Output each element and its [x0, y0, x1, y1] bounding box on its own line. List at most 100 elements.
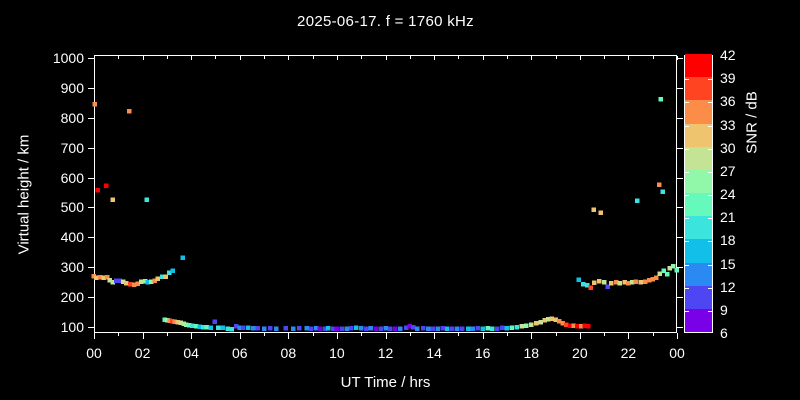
data-point	[445, 326, 450, 332]
y-tick-label: 1000	[52, 49, 84, 66]
colorbar-tick-label: 33	[720, 116, 736, 133]
data-point	[411, 325, 416, 330]
x-tick-top	[288, 56, 290, 60]
y-tick-label: 300	[60, 259, 84, 276]
x-tick	[555, 333, 557, 336]
data-point	[450, 326, 455, 331]
data-point	[407, 323, 412, 329]
y-tick	[88, 267, 94, 269]
x-tick-top	[506, 56, 508, 59]
colorbar-tick-label: 21	[720, 209, 736, 226]
colorbar-tick-label: 24	[720, 186, 736, 202]
data-point	[201, 324, 206, 330]
data-point	[197, 324, 202, 329]
data-point	[622, 279, 627, 285]
data-point	[165, 318, 170, 323]
x-tick-label: 22	[620, 345, 637, 361]
x-tick	[312, 333, 314, 336]
data-point	[393, 326, 398, 331]
data-point	[155, 276, 160, 282]
data-point	[430, 326, 436, 332]
data-point	[220, 325, 225, 331]
y-tick	[88, 177, 94, 179]
data-point	[331, 326, 336, 332]
data-point	[601, 279, 607, 285]
data-point	[504, 326, 510, 331]
x-tick-top	[531, 56, 533, 60]
data-point	[170, 319, 175, 324]
y-tick-right	[677, 87, 683, 89]
data-point	[614, 279, 619, 285]
data-point	[233, 323, 239, 329]
data-point	[586, 324, 591, 329]
data-point	[388, 326, 393, 332]
colorbar-tick-label: 36	[720, 93, 736, 110]
colorbar-tick	[685, 171, 689, 173]
data-point	[204, 325, 210, 330]
x-tick-top	[579, 56, 581, 60]
x-tick	[506, 333, 508, 336]
y-axis-label: Virtual height / km	[15, 134, 33, 255]
data-point	[105, 274, 110, 280]
data-point	[326, 326, 331, 331]
data-point	[576, 277, 581, 282]
scatter-layer	[91, 97, 679, 332]
x-tick	[264, 333, 266, 336]
colorbar-band	[685, 100, 712, 124]
x-tick-top	[94, 56, 95, 60]
x-tick	[166, 333, 168, 336]
colorbar-tick	[685, 79, 689, 81]
data-point	[549, 316, 555, 321]
data-point	[91, 274, 97, 279]
y-tick-label: 800	[60, 109, 84, 126]
data-point	[190, 323, 195, 329]
data-point	[582, 323, 587, 329]
data-point	[571, 323, 576, 328]
y-tick	[88, 147, 94, 149]
colorbar-band	[685, 193, 712, 217]
x-tick-label: 02	[134, 345, 151, 361]
x-tick-label: 14	[426, 345, 442, 361]
x-tick-top	[215, 56, 217, 59]
data-point	[103, 183, 109, 189]
colorbar-tick-label: 18	[720, 232, 736, 249]
y-tick-label: 700	[60, 139, 84, 156]
y-tick-right	[677, 207, 683, 209]
data-point	[237, 325, 242, 330]
data-point	[304, 326, 309, 331]
data-point	[533, 321, 539, 326]
data-point	[107, 278, 112, 283]
data-point	[368, 326, 374, 331]
data-point	[556, 319, 562, 324]
y-tick-label: 900	[60, 79, 84, 96]
data-point	[172, 319, 177, 324]
data-point	[283, 326, 289, 331]
colorbar-tick	[708, 195, 712, 196]
data-point	[97, 275, 103, 280]
x-tick-label: 18	[523, 345, 540, 361]
x-tick-label: 04	[183, 345, 199, 361]
data-point	[499, 325, 505, 331]
data-point	[598, 210, 604, 216]
colorbar-tick	[708, 148, 712, 150]
data-point	[519, 324, 524, 329]
data-point	[581, 282, 586, 287]
plot-area	[94, 55, 677, 333]
data-point	[454, 326, 460, 332]
data-point	[403, 325, 409, 331]
data-point	[110, 197, 116, 203]
data-point	[139, 279, 144, 285]
data-point	[671, 264, 676, 269]
data-point	[660, 189, 666, 194]
colorbar-band	[685, 239, 712, 263]
y-tick-right	[677, 267, 683, 269]
data-point	[638, 279, 643, 285]
data-point	[349, 326, 354, 331]
data-point	[250, 326, 256, 331]
x-tick-label: 16	[474, 345, 491, 361]
data-point	[373, 326, 378, 332]
x-tick	[531, 333, 533, 339]
data-point	[440, 326, 445, 331]
colorbar-tick-label: 9	[720, 301, 728, 318]
